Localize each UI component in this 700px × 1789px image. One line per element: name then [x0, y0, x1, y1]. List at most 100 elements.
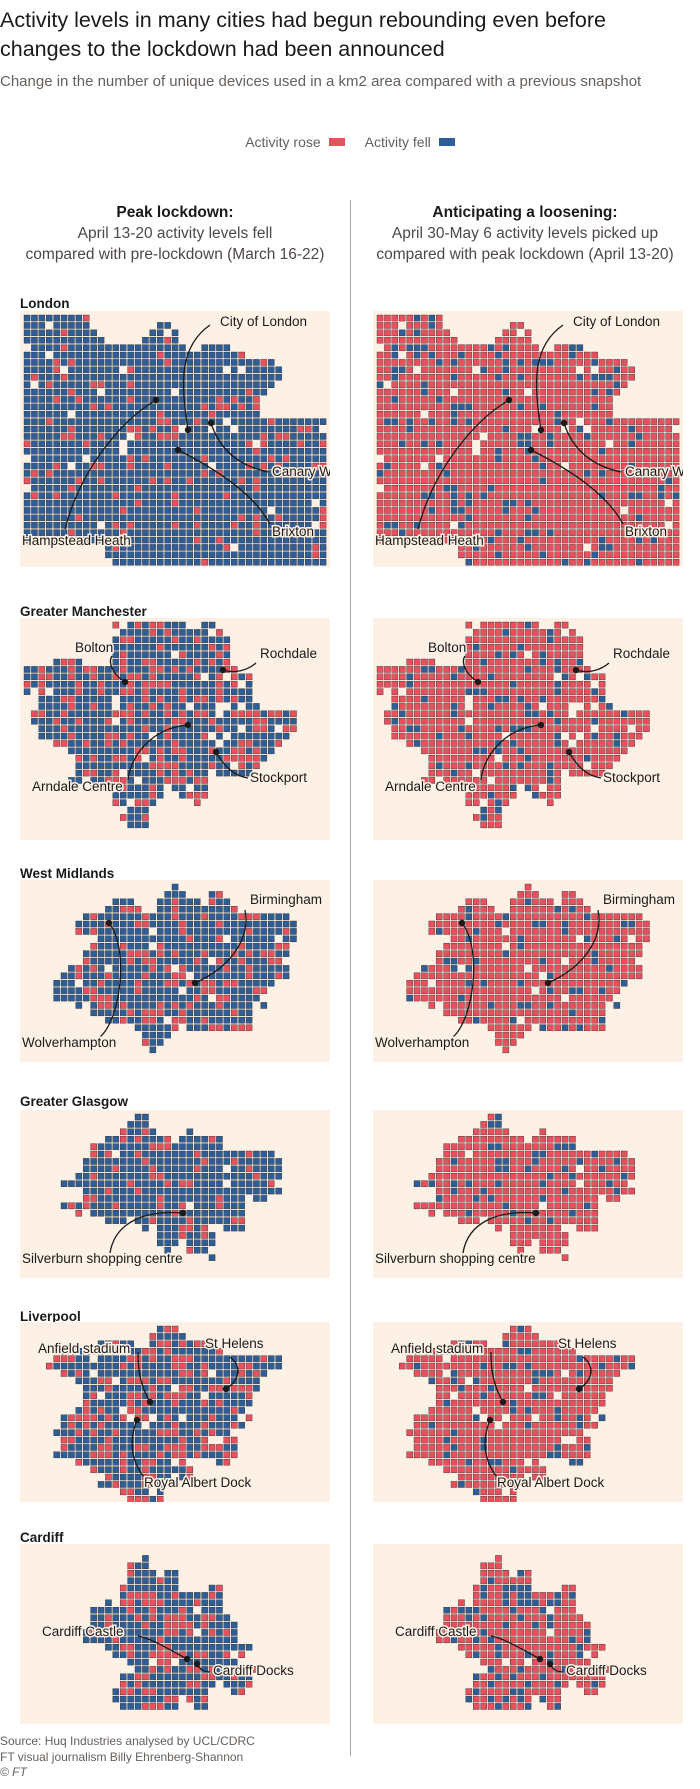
cell-fell	[495, 551, 502, 559]
cell-fell	[260, 943, 268, 950]
cell-fell	[238, 1187, 245, 1195]
cell-rose	[450, 1165, 458, 1173]
cell-rose	[524, 972, 532, 980]
cell-rose	[606, 1158, 613, 1165]
cell-rose	[502, 485, 510, 492]
cell-fell	[68, 322, 75, 329]
cell-fell	[201, 629, 208, 636]
cell-fell	[186, 957, 194, 965]
annotations: Silverburn shopping centre	[21, 1209, 187, 1268]
cell-rose	[524, 1009, 532, 1017]
cell-rose	[517, 651, 524, 658]
cell-fell	[134, 769, 142, 777]
cell-fell	[46, 366, 53, 374]
cell-fell	[97, 732, 105, 740]
cell-rose	[458, 673, 465, 681]
cell-fell	[569, 1009, 576, 1017]
cell-fell	[31, 477, 38, 485]
cell-rose	[90, 965, 97, 972]
cell-rose	[223, 644, 231, 651]
cell-rose	[473, 898, 480, 906]
cell-fell	[305, 514, 312, 522]
cell-rose	[480, 499, 487, 507]
cell-fell	[290, 470, 297, 477]
cell-fell	[171, 891, 179, 898]
cell-rose	[598, 1009, 606, 1017]
cell-fell	[120, 994, 127, 1002]
cell-fell	[105, 695, 112, 703]
cell-rose	[524, 485, 532, 492]
cell-rose	[643, 477, 650, 485]
cell-fell	[223, 688, 231, 695]
cell-fell	[157, 529, 164, 536]
cell-rose	[421, 322, 428, 329]
cell-fell	[157, 448, 164, 455]
cell-rose	[635, 965, 643, 972]
cell-rose	[502, 710, 510, 718]
cell-fell	[201, 359, 208, 366]
cell-rose	[245, 710, 253, 718]
cell-rose	[569, 1136, 576, 1143]
cell-rose	[658, 440, 665, 448]
cell-fell	[554, 658, 561, 666]
cell-rose	[547, 755, 554, 762]
cell-rose	[547, 1024, 554, 1031]
cell-rose	[554, 507, 561, 514]
cell-rose	[510, 695, 517, 703]
cell-fell	[179, 935, 186, 943]
cell-fell	[186, 1187, 194, 1195]
cell-rose	[149, 666, 157, 673]
cell-fell	[75, 492, 83, 499]
cell-fell	[75, 374, 83, 381]
cell-rose	[613, 928, 621, 935]
cell-rose	[569, 769, 576, 777]
cell-rose	[532, 913, 539, 920]
cell-rose	[90, 913, 97, 920]
cell-fell	[134, 972, 142, 980]
cell-rose	[510, 514, 517, 522]
cell-rose	[436, 747, 443, 755]
cell-fell	[275, 492, 282, 499]
cell-fell	[305, 507, 312, 514]
cell-fell	[260, 388, 268, 396]
cell-rose	[436, 374, 443, 381]
cell-rose	[517, 769, 524, 777]
cell-rose	[413, 425, 421, 433]
cell-fell	[216, 388, 223, 396]
cell-fell	[406, 673, 413, 681]
cell-fell	[83, 725, 90, 732]
cell-rose	[495, 762, 502, 769]
cell-fell	[208, 344, 216, 351]
cell-rose	[399, 470, 406, 477]
cell-fell	[201, 718, 208, 725]
cell-rose	[406, 695, 413, 703]
cell-rose	[60, 433, 68, 440]
cell-rose	[201, 980, 208, 987]
cell-fell	[105, 681, 112, 688]
cell-rose	[532, 1173, 539, 1180]
cell-fell	[223, 1009, 231, 1017]
cell-rose	[539, 492, 547, 499]
cell-fell	[60, 396, 68, 403]
cell-rose	[480, 351, 487, 359]
cell-fell	[179, 673, 186, 681]
cell-fell	[105, 1165, 112, 1173]
cell-fell	[201, 411, 208, 418]
cell-fell	[186, 559, 194, 566]
cell-fell	[606, 544, 613, 551]
cell-fell	[179, 462, 186, 470]
cell-rose	[510, 1039, 517, 1046]
cell-rose	[112, 777, 120, 784]
cell-fell	[628, 920, 635, 928]
cell-fell	[319, 477, 327, 485]
cell-rose	[591, 477, 598, 485]
cell-rose	[231, 980, 238, 987]
cell-fell	[245, 544, 253, 551]
cell-fell	[127, 499, 134, 507]
cell-rose	[591, 514, 598, 522]
cell-fell	[53, 455, 60, 462]
cell-rose	[142, 695, 149, 703]
cell-fell	[231, 551, 238, 559]
cell-rose	[473, 1128, 480, 1136]
cell-fell	[245, 381, 253, 388]
